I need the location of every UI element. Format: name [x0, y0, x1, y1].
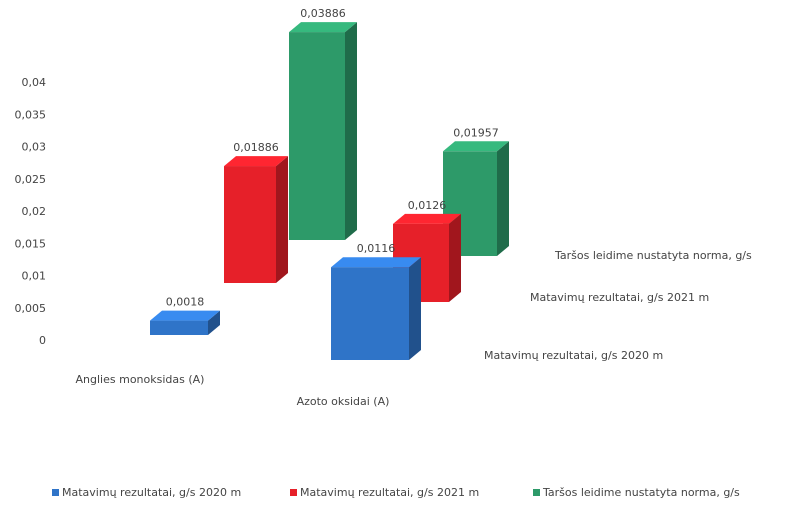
bar — [289, 22, 357, 241]
bar — [150, 310, 220, 335]
data-label: 0,0126 — [408, 199, 447, 212]
legend-label: Taršos leidime nustatyta norma, g/s — [542, 486, 740, 499]
bar — [224, 156, 288, 283]
series-axis-label: Taršos leidime nustatyta norma, g/s — [554, 249, 752, 262]
y-tick-label: 0,01 — [22, 270, 47, 283]
series-axis-label: Matavimų rezultatai, g/s 2020 m — [484, 349, 663, 362]
legend-item: Matavimų rezultatai, g/s 2020 m — [52, 486, 241, 499]
legend-label: Matavimų rezultatai, g/s 2021 m — [300, 486, 479, 499]
legend-swatch — [52, 489, 59, 496]
y-tick-label: 0,025 — [15, 173, 47, 186]
bar-side — [449, 213, 461, 302]
bar-top — [289, 22, 357, 33]
data-label: 0,01886 — [233, 141, 279, 154]
bar-side — [208, 310, 220, 335]
legend-swatch — [290, 489, 297, 496]
bar-side — [497, 141, 509, 256]
x-tick-label: Anglies monoksidas (A) — [76, 373, 205, 386]
y-tick-label: 0,03 — [22, 141, 47, 154]
bar-side — [345, 22, 357, 241]
data-label: 0,01957 — [453, 126, 499, 139]
legend-label: Matavimų rezultatai, g/s 2020 m — [62, 486, 241, 499]
bar-front — [331, 267, 409, 360]
legend-item: Matavimų rezultatai, g/s 2021 m — [290, 486, 479, 499]
bar-top — [331, 257, 421, 268]
data-label: 0,0018 — [166, 296, 205, 309]
bar-top — [224, 156, 288, 167]
data-label: 0,03886 — [300, 7, 346, 20]
x-tick-label: Azoto oksidai (A) — [297, 395, 390, 408]
bar-front — [150, 320, 208, 335]
bar-side — [409, 257, 421, 360]
y-tick-label: 0,02 — [22, 205, 47, 218]
data-label: 0,0116 — [357, 242, 396, 255]
y-tick-label: 0,005 — [15, 302, 47, 315]
series-axis-label: Matavimų rezultatai, g/s 2021 m — [530, 291, 709, 304]
bar-top — [150, 310, 220, 321]
y-tick-label: 0 — [39, 334, 46, 347]
y-tick-label: 0,04 — [22, 76, 47, 89]
y-tick-label: 0,015 — [15, 237, 47, 250]
bar — [331, 257, 421, 360]
bar-top — [393, 213, 461, 224]
bar-top — [443, 141, 509, 152]
y-tick-label: 0,035 — [15, 108, 47, 121]
legend-item: Taršos leidime nustatyta norma, g/s — [533, 486, 740, 499]
bar-front — [224, 166, 276, 283]
bar-front — [289, 32, 345, 240]
bar-side — [276, 156, 288, 283]
legend-swatch — [533, 489, 540, 496]
